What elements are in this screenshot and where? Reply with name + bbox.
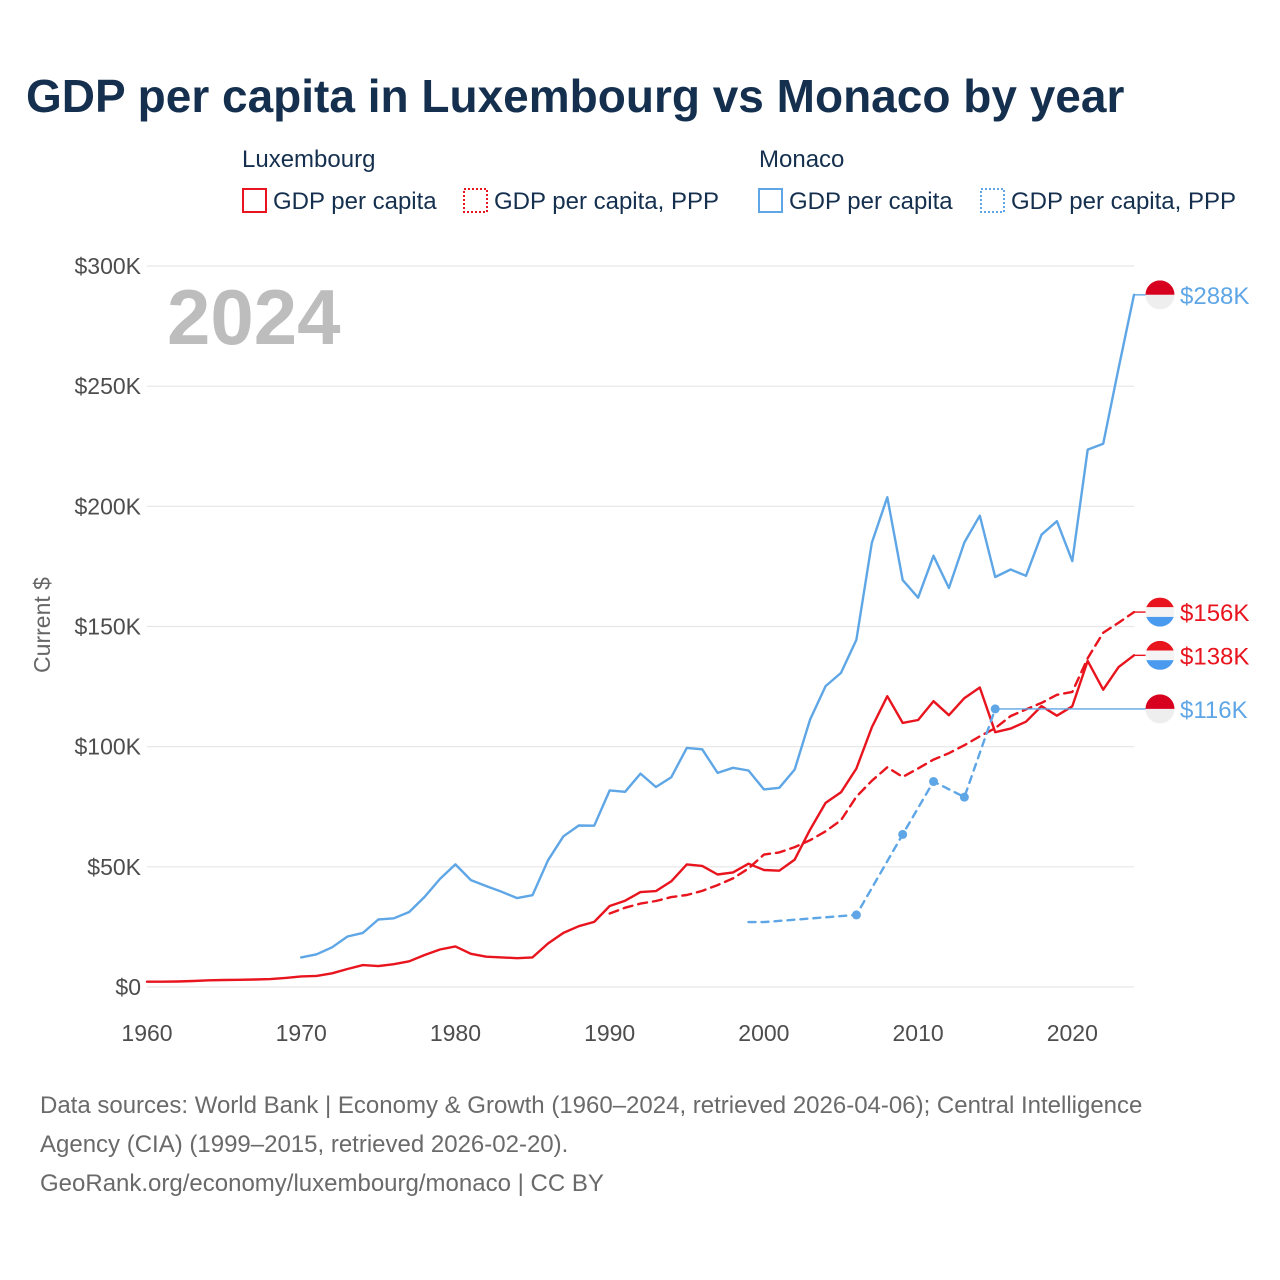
x-tick-label-1: 1970 bbox=[276, 1020, 327, 1046]
y-tick-label-0: $0 bbox=[115, 974, 141, 1000]
series-line-luxembourg-gdp-per-capita[interactable] bbox=[145, 654, 1136, 983]
footer-credit[interactable]: GeoRank.org/economy/luxembourg/monaco | … bbox=[40, 1170, 604, 1197]
y-axis-ticks: $0 $50K $100K $150K $200K $250K $300K bbox=[74, 253, 141, 1000]
series-marker-3-2009[interactable] bbox=[898, 829, 908, 839]
legend-item-lux-gdp[interactable]: GDP per capita bbox=[273, 188, 437, 215]
y-tick-label-2: $100K bbox=[74, 734, 141, 760]
x-tick-label-4: 2000 bbox=[738, 1020, 789, 1046]
series-markers bbox=[851, 704, 1000, 920]
end-label-1: $156K bbox=[1180, 600, 1249, 627]
series-marker-3-2013[interactable] bbox=[959, 792, 969, 802]
footer-sources-line1: Data sources: World Bank | Economy & Gro… bbox=[40, 1092, 1143, 1119]
legend-item-mon-ppp[interactable]: GDP per capita, PPP bbox=[1011, 188, 1236, 215]
series-lines bbox=[145, 293, 1136, 983]
legend-swatch-lux-gdp[interactable] bbox=[242, 188, 267, 213]
legend-group-monaco: Monaco bbox=[759, 146, 844, 173]
end-label-0: $138K bbox=[1180, 643, 1249, 670]
end-labels: $288K $156K $138K $116K bbox=[995, 280, 1249, 724]
y-axis-label: Current $ bbox=[29, 577, 55, 673]
y-tick-label-5: $250K bbox=[74, 373, 141, 399]
legend-swatch-lux-ppp[interactable] bbox=[463, 188, 488, 213]
x-axis-ticks: 1960 1970 1980 1990 2000 2010 2020 bbox=[121, 1020, 1097, 1046]
year-watermark: 2024 bbox=[167, 273, 341, 361]
grid-lines bbox=[147, 265, 1134, 988]
y-tick-label-6: $300K bbox=[74, 253, 141, 279]
y-tick-label-3: $150K bbox=[74, 614, 141, 640]
series-marker-3-2011[interactable] bbox=[929, 777, 939, 787]
legend-item-lux-ppp[interactable]: GDP per capita, PPP bbox=[494, 188, 719, 215]
x-tick-label-6: 2020 bbox=[1047, 1020, 1098, 1046]
chart-title: GDP per capita in Luxembourg vs Monaco b… bbox=[26, 70, 1124, 122]
series-line-luxembourg-gdp-per-capita-ppp[interactable] bbox=[608, 610, 1136, 915]
legend: Luxembourg GDP per capita GDP per capita… bbox=[242, 146, 1236, 215]
x-tick-label-3: 1990 bbox=[584, 1020, 635, 1046]
x-tick-label-2: 1980 bbox=[430, 1020, 481, 1046]
series-line-monaco-gdp-per-capita-ppp[interactable] bbox=[747, 707, 997, 924]
y-tick-label-4: $200K bbox=[74, 493, 141, 519]
y-tick-label-1: $50K bbox=[87, 854, 141, 880]
luxembourg-flag-icon bbox=[1145, 597, 1175, 627]
end-label-2: $288K bbox=[1180, 283, 1249, 310]
series-marker-3-2006[interactable] bbox=[851, 910, 861, 920]
legend-item-mon-gdp[interactable]: GDP per capita bbox=[789, 188, 953, 215]
series-line-monaco-gdp-per-capita[interactable] bbox=[300, 293, 1136, 959]
x-tick-label-0: 1960 bbox=[121, 1020, 172, 1046]
legend-swatch-mon-gdp[interactable] bbox=[758, 188, 783, 213]
end-label-3: $116K bbox=[1180, 697, 1248, 724]
footer: Data sources: World Bank | Economy & Gro… bbox=[40, 1086, 1250, 1203]
monaco-flag-icon bbox=[1145, 694, 1175, 724]
x-tick-label-5: 2010 bbox=[893, 1020, 944, 1046]
legend-swatch-mon-ppp[interactable] bbox=[980, 188, 1005, 213]
luxembourg-flag-icon bbox=[1145, 640, 1175, 670]
footer-sources-line2: Agency (CIA) (1999–2015, retrieved 2026-… bbox=[40, 1131, 569, 1158]
monaco-flag-icon bbox=[1145, 280, 1175, 310]
legend-group-luxembourg: Luxembourg bbox=[242, 146, 375, 173]
